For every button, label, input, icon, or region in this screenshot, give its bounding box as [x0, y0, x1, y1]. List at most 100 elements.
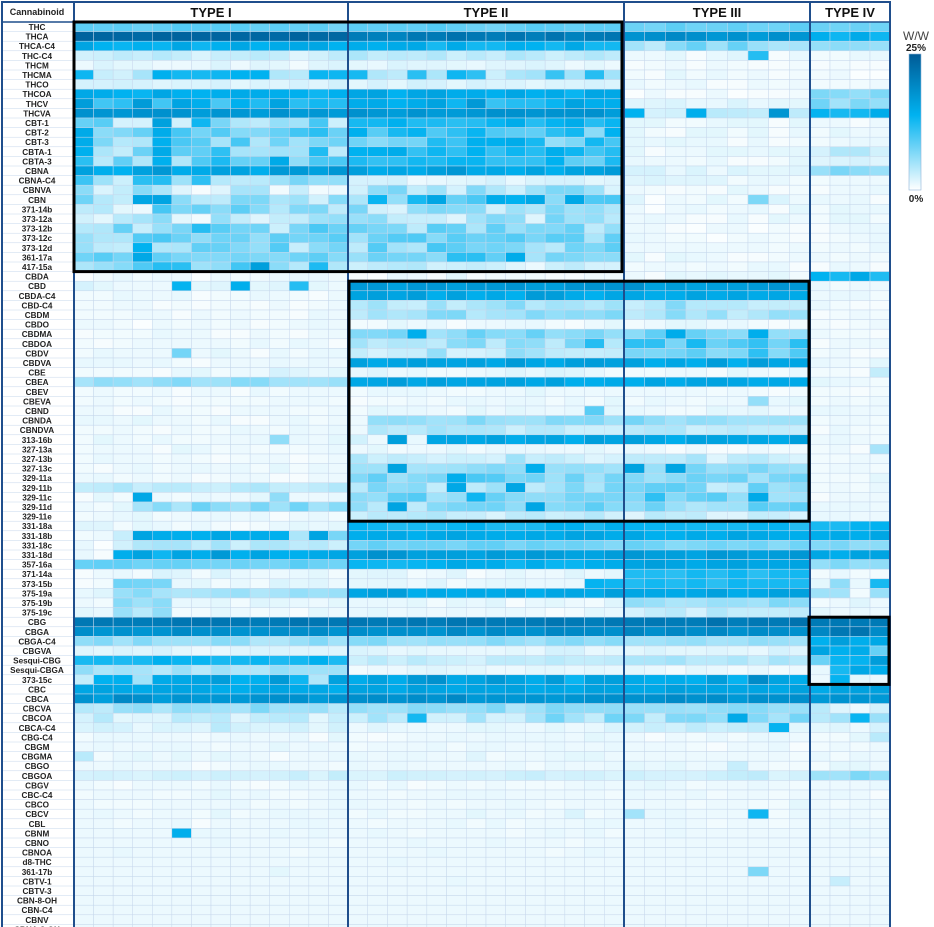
heatmap-cell	[604, 664, 625, 676]
heatmap-cell	[525, 453, 546, 464]
heatmap-cell	[387, 780, 408, 791]
heatmap-cell	[112, 914, 133, 925]
heatmap-cell	[269, 856, 290, 868]
heatmap-cell	[564, 108, 585, 119]
heatmap-cell	[869, 31, 891, 42]
heatmap-cell	[727, 530, 749, 541]
heatmap-cell	[809, 271, 831, 282]
heatmap-cell	[249, 309, 270, 320]
heatmap-cell	[367, 607, 388, 618]
heatmap-cell	[112, 415, 133, 426]
heatmap-cell	[544, 434, 566, 445]
heatmap-cell	[112, 424, 133, 436]
heatmap-cell	[505, 338, 526, 349]
heatmap-cell	[544, 780, 566, 791]
heatmap-cell	[93, 184, 114, 196]
heatmap-cell	[347, 184, 368, 196]
heatmap-cell	[849, 31, 871, 42]
heatmap-cell	[328, 914, 349, 925]
heatmap-cell	[706, 367, 728, 378]
heatmap-cell	[809, 703, 831, 714]
heatmap-cell	[789, 127, 811, 138]
heatmap-cell	[93, 396, 114, 407]
heatmap-cell	[328, 223, 349, 234]
heatmap-cell	[747, 530, 769, 541]
heatmap-cell	[210, 655, 231, 666]
heatmap-cell	[665, 866, 687, 877]
heatmap-cell	[623, 741, 645, 752]
heatmap-cell	[249, 597, 270, 608]
heatmap-cell	[328, 232, 349, 244]
heatmap-cell	[829, 732, 851, 743]
heatmap-cell	[230, 472, 251, 484]
heatmap-cell	[809, 559, 831, 570]
heatmap-cell	[191, 636, 212, 647]
heatmap-cell	[564, 424, 585, 436]
heatmap-cell	[727, 127, 749, 138]
heatmap-cell	[112, 501, 133, 512]
heatmap-cell	[328, 866, 349, 877]
heatmap-cell	[727, 616, 749, 628]
heatmap-cell	[768, 904, 790, 916]
heatmap-cell	[564, 741, 585, 752]
heatmap-cell	[544, 904, 566, 916]
heatmap-cell	[426, 837, 447, 848]
heatmap-cell	[132, 31, 153, 42]
heatmap-cell	[544, 338, 566, 349]
heatmap-cell	[584, 184, 605, 196]
heatmap-cell	[73, 789, 94, 800]
heatmap-cell	[191, 876, 212, 887]
heatmap-cell	[869, 415, 891, 426]
heatmap-cell	[152, 866, 173, 877]
heatmap-cell	[644, 559, 666, 570]
heatmap-cell	[544, 626, 566, 637]
heatmap-cell	[485, 69, 506, 80]
heatmap-cell	[747, 607, 769, 618]
heatmap-cell	[152, 799, 173, 810]
heatmap-cell	[829, 127, 851, 138]
row-label: CBG	[28, 618, 46, 627]
heatmap-cell	[727, 175, 749, 186]
heatmap-cell	[152, 290, 173, 301]
heatmap-cell	[849, 732, 871, 743]
outer-frame	[1, 1, 891, 927]
heatmap-cell	[112, 597, 133, 608]
heatmap-cell	[210, 847, 231, 858]
heatmap-cell	[249, 732, 270, 743]
heatmap-cell	[604, 780, 625, 791]
heatmap-cell	[230, 684, 251, 695]
heatmap-cell	[230, 511, 251, 522]
heatmap-cell	[809, 357, 831, 368]
heatmap-cell	[623, 549, 645, 560]
heatmap-cell	[789, 367, 811, 378]
heatmap-cell	[132, 136, 153, 148]
heatmap-cell	[706, 69, 728, 80]
row-label: CBEVA	[23, 397, 51, 406]
row-label: 357-16a	[22, 561, 52, 570]
heatmap-cell	[406, 828, 428, 839]
heatmap-cell	[584, 722, 605, 733]
row-label: 373-12b	[22, 225, 53, 234]
heatmap-cell	[525, 204, 546, 215]
heatmap-cell	[685, 165, 707, 176]
heatmap-cell	[829, 136, 851, 148]
heatmap-cell	[789, 319, 811, 330]
heatmap-cell	[869, 568, 891, 580]
heatmap-cell	[152, 732, 173, 743]
heatmap-cell	[768, 184, 790, 196]
heatmap-cell	[525, 597, 546, 608]
heatmap-cell	[685, 223, 707, 234]
heatmap-cell	[308, 655, 329, 666]
heatmap-cell	[809, 184, 831, 196]
heatmap-cell	[171, 319, 192, 330]
heatmap-cell	[623, 895, 645, 906]
heatmap-cell	[73, 904, 94, 916]
heatmap-cell	[789, 492, 811, 503]
heatmap-cell	[328, 31, 349, 42]
heatmap-cell	[210, 175, 231, 186]
heatmap-cell	[112, 674, 133, 685]
heatmap-cell	[152, 856, 173, 868]
heatmap-cell	[466, 175, 487, 186]
heatmap-cell	[829, 271, 851, 282]
heatmap-cell	[747, 386, 769, 397]
